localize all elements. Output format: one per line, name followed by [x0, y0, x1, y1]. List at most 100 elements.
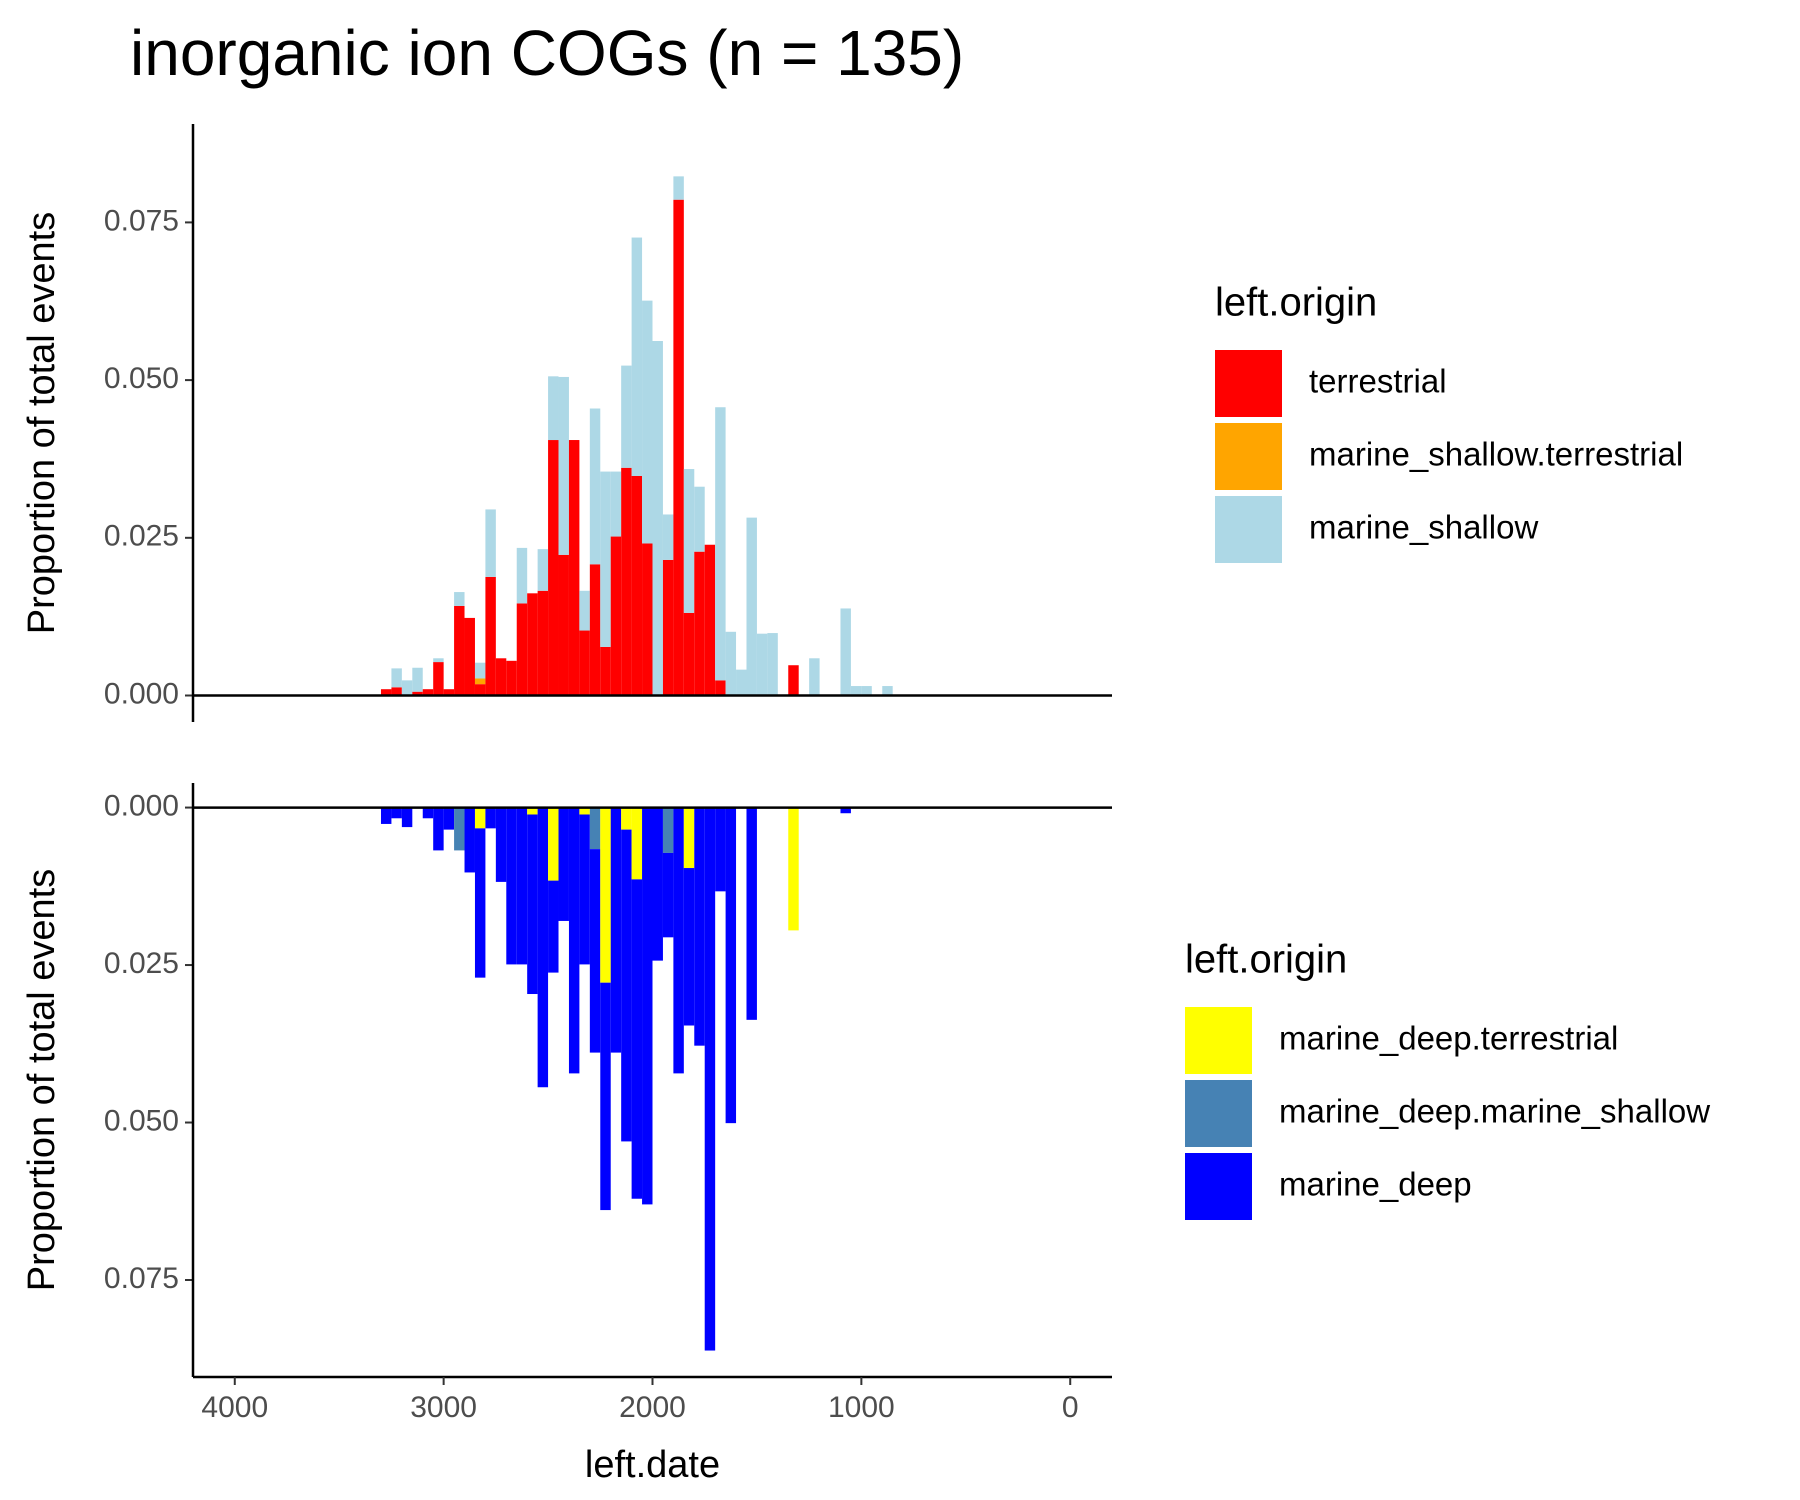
bar — [631, 807, 643, 880]
bar — [527, 593, 538, 696]
x-tick-label: 2000 — [619, 1391, 686, 1424]
bar — [673, 199, 684, 696]
bar — [610, 536, 622, 696]
bar — [756, 633, 768, 696]
bar — [631, 237, 643, 476]
bar — [516, 603, 528, 696]
bar — [788, 807, 799, 931]
bar — [568, 440, 580, 696]
y-tick-label: 0.025 — [104, 947, 179, 980]
bar — [506, 807, 517, 965]
legend-label: marine_shallow.terrestrial — [1309, 436, 1683, 473]
bar — [736, 669, 747, 696]
x-tick-label: 0 — [1062, 1391, 1079, 1424]
bar — [548, 880, 559, 973]
y-axis-label: Proportion of total events — [21, 212, 63, 634]
bar — [433, 658, 444, 663]
bar — [621, 467, 632, 696]
bar — [589, 564, 601, 696]
legend-label: marine_deep.marine_shallow — [1279, 1093, 1710, 1130]
bar — [589, 408, 601, 565]
bar — [474, 828, 486, 978]
bar — [694, 551, 705, 696]
legend-key — [1185, 1153, 1252, 1220]
y-axis-label: Proportion of total events — [21, 869, 63, 1291]
bar — [809, 658, 820, 696]
bar — [558, 807, 569, 921]
y-tick-label: 0.075 — [104, 1262, 179, 1295]
legend-key — [1215, 423, 1282, 490]
bar — [391, 687, 402, 696]
bar — [558, 554, 569, 696]
bar — [391, 807, 402, 819]
legend-label: terrestrial — [1309, 363, 1447, 400]
bar — [621, 829, 632, 1142]
bar — [715, 407, 726, 681]
bar — [433, 807, 444, 851]
bar — [506, 660, 517, 696]
legend-label: marine_deep.terrestrial — [1279, 1020, 1618, 1057]
chart-title: inorganic ion COGs (n = 135) — [130, 17, 964, 89]
bar — [495, 658, 507, 696]
bar — [443, 689, 455, 696]
legend-title: left.origin — [1215, 281, 1377, 325]
bar — [882, 686, 893, 696]
bar — [788, 665, 799, 696]
bar — [485, 509, 496, 577]
bar — [642, 543, 653, 696]
bar — [579, 590, 590, 631]
y-tick-label: 0.000 — [104, 677, 179, 710]
legend-key — [1185, 1007, 1252, 1074]
bar — [412, 691, 423, 696]
y-tick-label: 0.075 — [104, 204, 179, 237]
bar — [516, 807, 528, 965]
bar — [516, 547, 528, 604]
bar — [433, 662, 444, 696]
bar — [683, 868, 695, 1026]
bar — [725, 631, 737, 696]
bar — [642, 807, 653, 1205]
legend-key — [1185, 1080, 1252, 1147]
bar — [380, 689, 392, 696]
x-tick-label: 1000 — [828, 1391, 895, 1424]
bar — [662, 559, 674, 696]
legend-key — [1215, 350, 1282, 417]
bar — [474, 678, 486, 685]
bar — [631, 879, 643, 1199]
x-tick-label: 4000 — [201, 1391, 268, 1424]
bar — [767, 633, 778, 696]
bar — [548, 807, 559, 881]
bar — [454, 592, 465, 606]
bar — [474, 662, 486, 679]
y-tick-label: 0.050 — [104, 362, 179, 395]
bar — [600, 982, 611, 1211]
x-axis-label: left.date — [585, 1444, 720, 1486]
bar — [610, 471, 622, 537]
bar — [401, 807, 413, 828]
bar — [600, 807, 611, 983]
bar — [673, 176, 684, 200]
bar — [412, 667, 423, 692]
bar — [579, 814, 590, 965]
bar — [725, 807, 737, 1124]
bar — [694, 486, 705, 552]
bar — [610, 807, 622, 1053]
bar — [746, 517, 757, 696]
bar — [527, 814, 538, 995]
bar — [579, 630, 590, 696]
bar — [621, 807, 632, 830]
bar — [621, 365, 632, 468]
bar — [527, 807, 538, 815]
bar — [391, 668, 402, 688]
bar — [652, 807, 663, 961]
legend-title: left.origin — [1185, 938, 1347, 982]
bar — [600, 471, 611, 647]
bar — [495, 807, 507, 882]
bar — [704, 544, 716, 696]
bar — [485, 807, 496, 829]
bar — [600, 646, 611, 696]
bar — [631, 475, 643, 696]
bar — [558, 376, 569, 555]
bar — [474, 807, 486, 829]
